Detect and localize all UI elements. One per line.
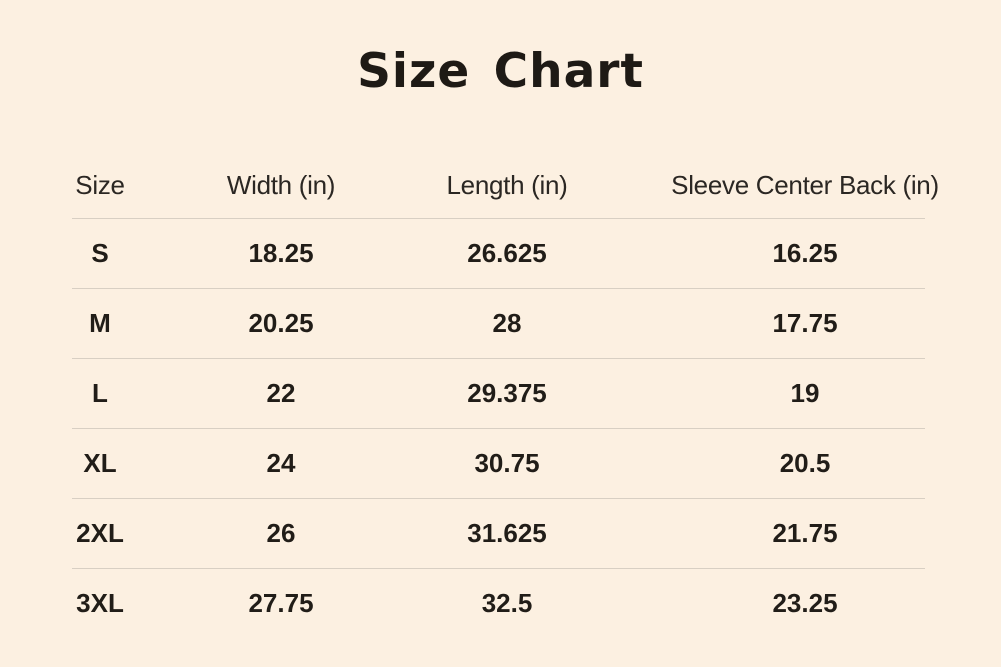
length-value: 32.5: [481, 588, 533, 618]
sleeve-value: 20.5: [779, 448, 831, 478]
width-value: 24: [266, 448, 296, 478]
column-header-size: Size: [75, 170, 125, 200]
page-title: Size Chart: [357, 44, 644, 99]
size-label: 2XL: [76, 518, 124, 548]
table-row-3xl: 3XL 27.75 32.5 23.25: [72, 569, 925, 638]
column-header-width: Width (in): [226, 170, 336, 200]
width-value: 18.25: [248, 238, 314, 268]
table-row-s: S 18.25 26.625 16.25: [72, 219, 925, 289]
table-row-m: M 20.25 28 17.75: [72, 289, 925, 359]
table-row-2xl: 2XL 26 31.625 21.75: [72, 499, 925, 569]
width-value: 20.25: [248, 308, 314, 338]
size-label: M: [89, 308, 111, 338]
size-chart-table: Size Width (in) Length (in) Sleeve Cente…: [72, 152, 939, 638]
length-value: 29.375: [467, 378, 547, 408]
width-value: 27.75: [248, 588, 314, 618]
width-value: 22: [266, 378, 296, 408]
column-header-sleeve: Sleeve Center Back (in): [671, 170, 939, 200]
size-label: L: [92, 378, 108, 408]
size-label: XL: [83, 448, 117, 478]
sleeve-value: 23.25: [772, 588, 838, 618]
table-header-row: Size Width (in) Length (in) Sleeve Cente…: [72, 152, 939, 219]
size-label: S: [91, 238, 109, 268]
length-value: 30.75: [474, 448, 540, 478]
width-value: 26: [266, 518, 296, 548]
length-value: 26.625: [467, 238, 547, 268]
column-header-length: Length (in): [446, 170, 568, 200]
size-label: 3XL: [76, 588, 124, 618]
table-row-l: L 22 29.375 19: [72, 359, 925, 429]
sleeve-value: 19: [790, 378, 820, 408]
table-row-xl: XL 24 30.75 20.5: [72, 429, 925, 499]
sleeve-value: 21.75: [772, 518, 838, 548]
length-value: 28: [492, 308, 522, 338]
length-value: 31.625: [467, 518, 547, 548]
sleeve-value: 16.25: [772, 238, 838, 268]
sleeve-value: 17.75: [772, 308, 838, 338]
